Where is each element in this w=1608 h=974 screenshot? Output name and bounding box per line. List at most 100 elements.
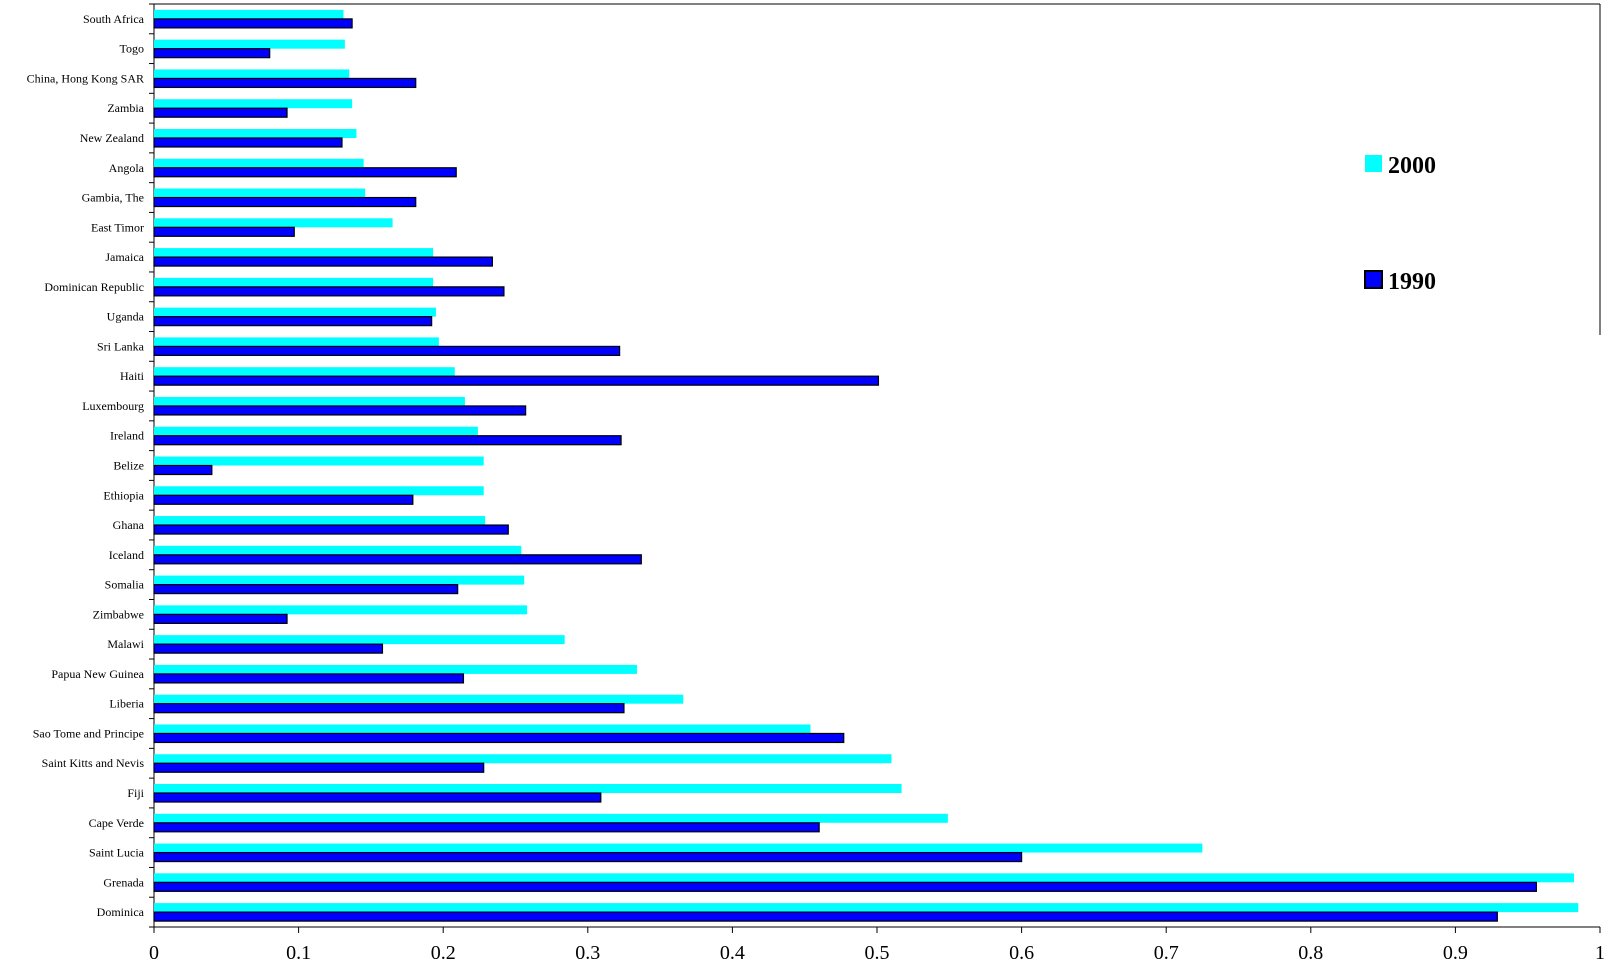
bar-2000-fiji bbox=[154, 784, 902, 794]
category-label: Gambia, The bbox=[82, 191, 144, 205]
bar-1990-malawi bbox=[153, 643, 384, 654]
bar-2000-liberia bbox=[154, 694, 684, 704]
legend-swatch-1990 bbox=[1364, 270, 1383, 289]
bar-1990-iceland bbox=[153, 554, 642, 565]
x-tick-label: 0.8 bbox=[1298, 942, 1323, 964]
bar-2000-iceland bbox=[154, 545, 522, 555]
legend-label-2000: 2000 bbox=[1388, 153, 1436, 179]
bar-2000-togo bbox=[154, 39, 345, 49]
x-tick-label: 0.4 bbox=[720, 942, 745, 964]
category-label: East Timor bbox=[91, 220, 144, 234]
bars-group bbox=[153, 9, 1579, 922]
bar-2000-new-zealand bbox=[154, 128, 357, 138]
category-label: Dominican Republic bbox=[44, 280, 144, 294]
category-label: South Africa bbox=[83, 12, 145, 26]
legend-label-1990: 1990 bbox=[1388, 269, 1436, 295]
bar-1990-dominica bbox=[153, 911, 1498, 922]
category-label: Papua New Guinea bbox=[51, 667, 144, 681]
bar-1990-new-zealand bbox=[153, 137, 343, 148]
x-tick-label: 0 bbox=[149, 942, 159, 964]
bar-2000-ireland bbox=[154, 426, 478, 436]
bar-2000-luxembourg bbox=[154, 396, 465, 406]
bar-1990-sao-tome-and-principe bbox=[153, 732, 845, 744]
bar-1990-ireland bbox=[153, 435, 622, 446]
category-label: Togo bbox=[120, 42, 145, 56]
category-label: Ethiopia bbox=[103, 488, 144, 502]
legend-swatch-2000 bbox=[1365, 155, 1382, 172]
bar-1990-east-timor bbox=[153, 226, 295, 237]
bar-2000-papua-new-guinea bbox=[154, 664, 637, 674]
category-label: Zimbabwe bbox=[93, 607, 144, 621]
bar-1990-gambia-the bbox=[153, 196, 417, 208]
category-label: Saint Kitts and Nevis bbox=[42, 756, 145, 770]
bar-2000-somalia bbox=[154, 575, 525, 585]
bar-1990-saint-kitts-and-nevis bbox=[153, 762, 485, 773]
category-label: China, Hong Kong SAR bbox=[27, 71, 144, 85]
bar-2000-dominican-republic bbox=[154, 277, 434, 287]
x-tick-label: 0.9 bbox=[1443, 942, 1468, 964]
bar-2000-zambia bbox=[154, 99, 353, 109]
bar-1990-liberia bbox=[153, 703, 625, 714]
bar-1990-uganda bbox=[153, 316, 433, 327]
category-label: Malawi bbox=[107, 637, 144, 651]
bar-1990-fiji bbox=[153, 792, 602, 803]
bar-1990-jamaica bbox=[153, 256, 493, 267]
category-label: Grenada bbox=[103, 875, 144, 889]
bar-2000-belize bbox=[154, 456, 484, 466]
bar-1990-papua-new-guinea bbox=[153, 673, 465, 684]
bar-1990-zambia bbox=[153, 107, 288, 118]
bar-1990-cape-verde bbox=[153, 822, 820, 833]
bar-2000-malawi bbox=[154, 635, 565, 645]
category-label: Somalia bbox=[105, 578, 145, 592]
bar-2000-sri-lanka bbox=[154, 337, 439, 347]
category-label: Cape Verde bbox=[89, 816, 144, 830]
bar-2000-east-timor bbox=[154, 218, 393, 228]
category-label: Luxembourg bbox=[82, 399, 144, 413]
x-tick-label: 0.6 bbox=[1009, 942, 1034, 964]
bar-2000-south-africa bbox=[154, 9, 344, 19]
bar-1990-zimbabwe bbox=[153, 613, 288, 624]
x-axis: 0 0.1 0.2 0.3 0.4 0.5 0.6 0.7 0.8 0.9 1 bbox=[149, 927, 1605, 964]
bar-2000-grenada bbox=[154, 873, 1574, 883]
category-label: Dominica bbox=[97, 905, 145, 919]
bar-1990-south-africa bbox=[153, 18, 353, 29]
bar-1990-dominican-republic bbox=[153, 286, 505, 297]
bar-1990-ethiopia bbox=[153, 494, 414, 505]
category-label: New Zealand bbox=[80, 131, 144, 145]
bar-1990-china-hong-kong-sar bbox=[153, 77, 417, 89]
bar-2000-gambia-the bbox=[154, 188, 366, 198]
bar-2000-angola bbox=[154, 158, 364, 168]
category-label: Uganda bbox=[107, 310, 145, 324]
category-label: Saint Lucia bbox=[89, 846, 145, 860]
legend: 2000 1990 bbox=[1364, 153, 1436, 295]
category-label: Ireland bbox=[110, 429, 144, 443]
bar-2000-ghana bbox=[154, 516, 486, 526]
category-label: Angola bbox=[109, 161, 145, 175]
category-label: Haiti bbox=[120, 369, 145, 383]
bar-1990-sri-lanka bbox=[153, 345, 621, 357]
bar-1990-saint-lucia bbox=[153, 851, 1023, 863]
bar-2000-zimbabwe bbox=[154, 605, 528, 615]
category-label: Fiji bbox=[127, 786, 144, 800]
x-tick-label: 0.3 bbox=[575, 942, 600, 964]
bar-2000-sao-tome-and-principe bbox=[154, 724, 811, 734]
bar-1990-grenada bbox=[153, 881, 1537, 892]
bar-2000-china-hong-kong-sar bbox=[154, 69, 350, 79]
category-label: Liberia bbox=[109, 697, 144, 711]
bar-2000-haiti bbox=[154, 367, 455, 377]
x-tick-label: 1 bbox=[1595, 942, 1605, 964]
x-tick-label: 0.7 bbox=[1154, 942, 1179, 964]
bar-2000-uganda bbox=[154, 307, 436, 317]
category-label: Iceland bbox=[109, 548, 144, 562]
bar-1990-togo bbox=[153, 48, 271, 59]
category-labels: Dominica Grenada Saint Lucia Cape Verde Fiji… bbox=[27, 12, 145, 919]
category-label: Sao Tome and Principe bbox=[33, 726, 144, 740]
bar-2000-jamaica bbox=[154, 248, 434, 258]
bar-1990-luxembourg bbox=[153, 405, 527, 416]
bar-2000-saint-kitts-and-nevis bbox=[154, 754, 892, 764]
bar-1990-haiti bbox=[153, 375, 880, 386]
bar-1990-belize bbox=[153, 464, 213, 476]
bar-2000-dominica bbox=[154, 903, 1579, 913]
bar-1990-ghana bbox=[153, 524, 509, 535]
